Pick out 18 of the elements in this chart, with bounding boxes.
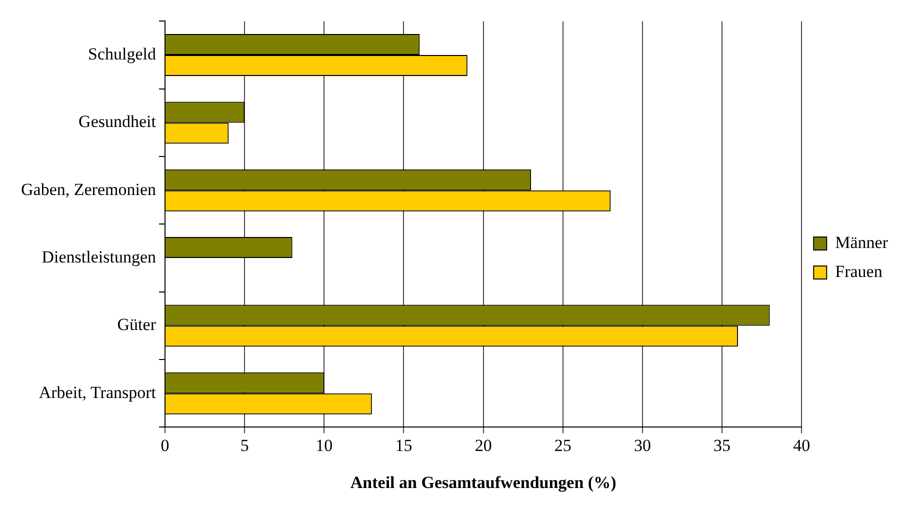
x-tick-label: 20: [474, 436, 492, 455]
legend-label: Frauen: [835, 262, 883, 281]
y-tick-label: Gaben, Zeremonien: [20, 180, 156, 199]
y-tick-label: Güter: [117, 315, 156, 334]
x-tick-label: 40: [793, 436, 810, 455]
y-tick-label: Gesundheit: [78, 112, 156, 132]
y-tick-label: Arbeit, Transport: [38, 382, 156, 402]
x-tick-label: 35: [714, 436, 731, 455]
x-tick-label: 25: [554, 436, 572, 455]
y-tick-label: Dienstleistungen: [42, 248, 156, 266]
x-tick-label: 10: [316, 436, 333, 455]
x-tick-label: 0: [160, 436, 170, 455]
x-tick-label: 5: [240, 436, 249, 455]
y-tick-label: Schulgeld: [88, 44, 156, 64]
x-axis-title: Anteil an Gesamtaufwendungen (%): [350, 473, 616, 492]
x-tick-label: 30: [634, 436, 651, 455]
x-tick-label: 15: [395, 436, 412, 455]
legend-label: Männer: [835, 232, 888, 252]
